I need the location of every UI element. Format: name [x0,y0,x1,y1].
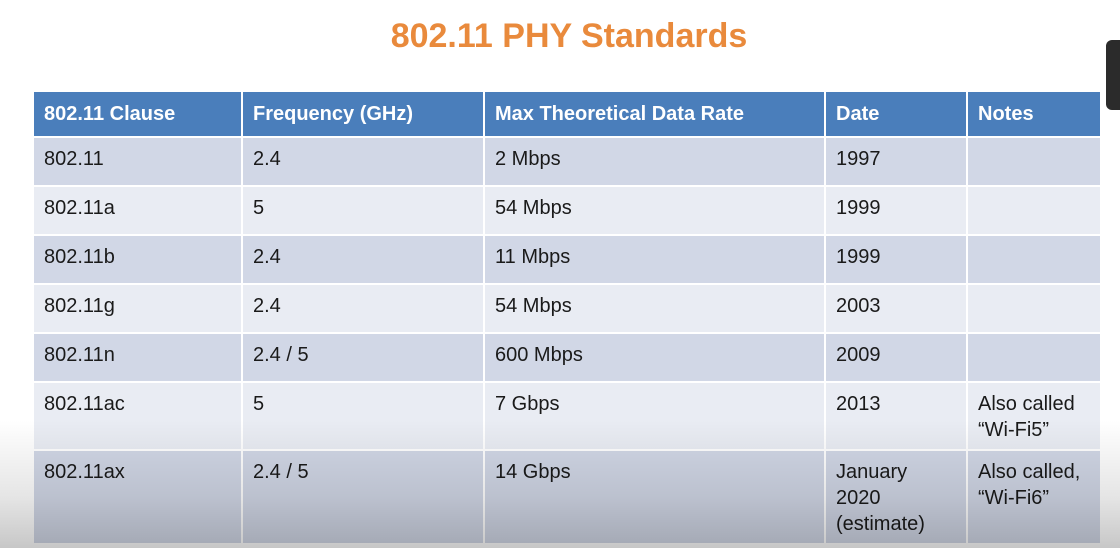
table-row: 802.11b 2.4 11 Mbps 1999 [32,234,1102,285]
cell-rate: 54 Mbps [483,185,826,236]
cell-notes [966,283,1102,334]
cell-frequency: 2.4 / 5 [241,332,485,383]
standards-table: 802.11 Clause Frequency (GHz) Max Theore… [32,90,1102,545]
cell-notes: Also called, “Wi-Fi6” [966,449,1102,545]
cell-notes [966,136,1102,187]
cell-clause: 802.11n [32,332,243,383]
header-clause: 802.11 Clause [32,90,243,138]
cell-date: 1999 [824,185,968,236]
cell-frequency: 2.4 [241,283,485,334]
cell-rate: 14 Gbps [483,449,826,545]
cell-frequency: 2.4 / 5 [241,449,485,545]
cell-date: 1999 [824,234,968,285]
header-rate: Max Theoretical Data Rate [483,90,826,138]
slide-title: 802.11 PHY Standards [390,17,748,55]
cell-notes: Also called “Wi-Fi5” [966,381,1102,451]
table-header-row: 802.11 Clause Frequency (GHz) Max Theore… [32,90,1102,138]
cell-rate: 2 Mbps [483,136,826,187]
header-notes: Notes [966,90,1102,138]
cell-date: 2009 [824,332,968,383]
cell-frequency: 5 [241,381,485,451]
table-row: 802.11g 2.4 54 Mbps 2003 [32,283,1102,334]
cell-rate: 600 Mbps [483,332,826,383]
cell-date: 2013 [824,381,968,451]
table-row: 802.11ac 5 7 Gbps 2013 Also called “Wi-F… [32,381,1102,451]
cell-frequency: 2.4 [241,234,485,285]
cell-clause: 802.11ac [32,381,243,451]
cell-clause: 802.11 [32,136,243,187]
cell-rate: 11 Mbps [483,234,826,285]
cell-date: 1997 [824,136,968,187]
cell-clause: 802.11ax [32,449,243,545]
cell-notes [966,185,1102,236]
cell-frequency: 2.4 [241,136,485,187]
cell-clause: 802.11a [32,185,243,236]
cell-clause: 802.11b [32,234,243,285]
table-row: 802.11n 2.4 / 5 600 Mbps 2009 [32,332,1102,383]
cell-date: January 2020 (estimate) [824,449,968,545]
cell-date: 2003 [824,283,968,334]
table-row: 802.11ax 2.4 / 5 14 Gbps January 2020 (e… [32,449,1102,545]
cell-rate: 54 Mbps [483,283,826,334]
cell-clause: 802.11g [32,283,243,334]
window-edge-tab [1106,40,1120,110]
cell-notes [966,332,1102,383]
header-frequency: Frequency (GHz) [241,90,485,138]
cell-frequency: 5 [241,185,485,236]
table-row: 802.11 2.4 2 Mbps 1997 [32,136,1102,187]
cell-notes [966,234,1102,285]
header-date: Date [824,90,968,138]
cell-rate: 7 Gbps [483,381,826,451]
table-row: 802.11a 5 54 Mbps 1999 [32,185,1102,236]
